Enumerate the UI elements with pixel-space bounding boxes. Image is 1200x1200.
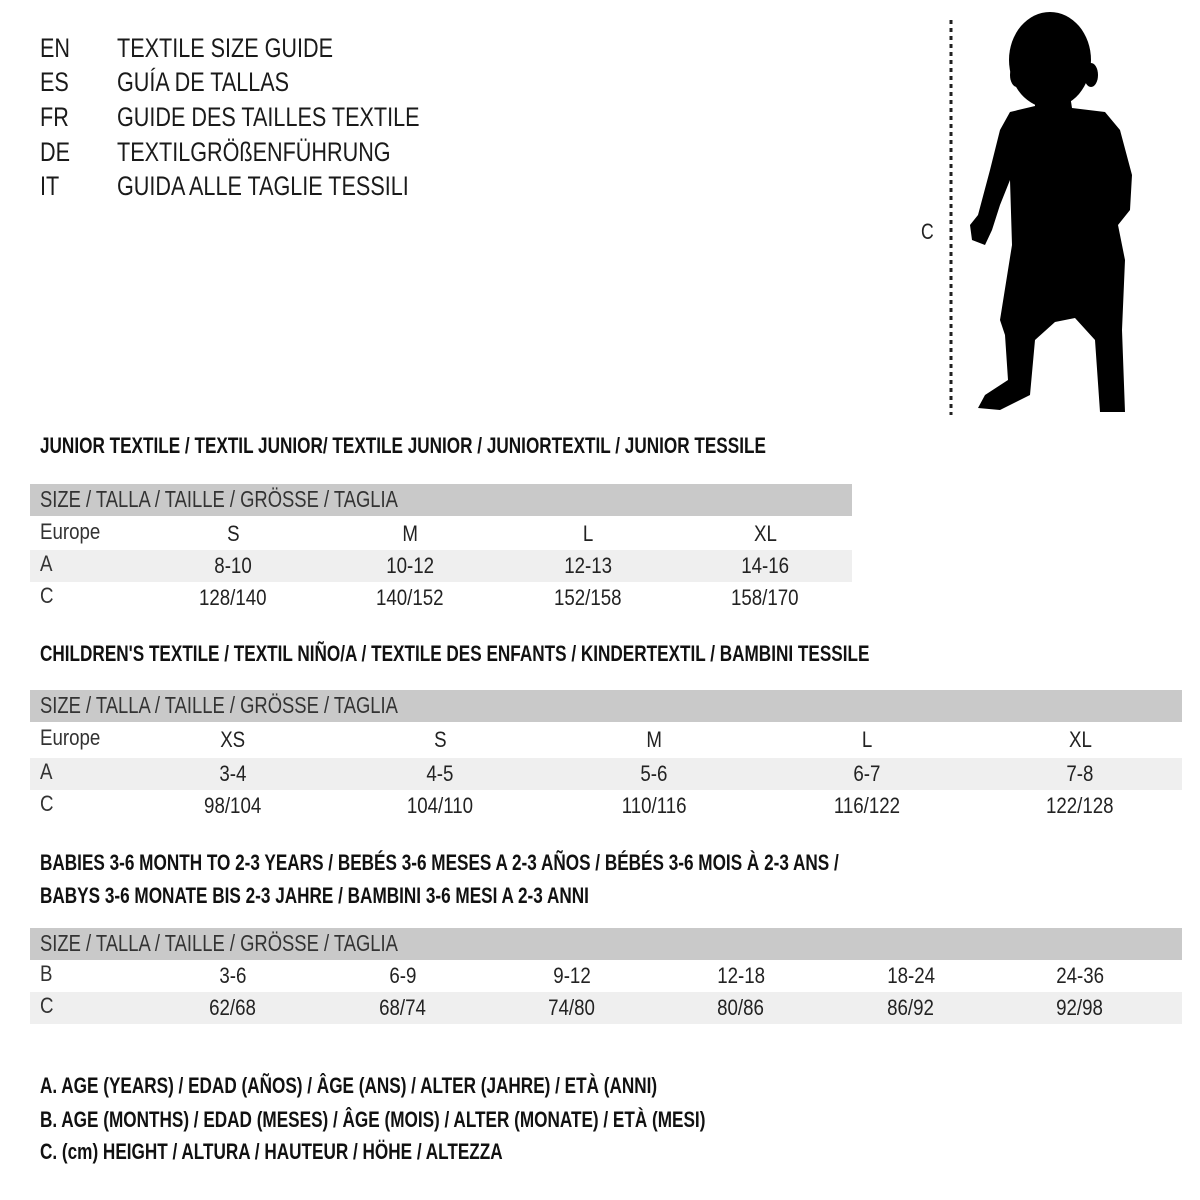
table-header-label: SIZE / TALLA / TAILLE / GRÖSSE / TAGLIA xyxy=(40,692,398,718)
lang-title-it: GUIDA ALLE TAGLIE TESSILI xyxy=(117,171,409,201)
table-header-label: SIZE / TALLA / TAILLE / GRÖSSE / TAGLIA xyxy=(40,486,398,512)
section-title: CHILDREN'S TEXTILE / TEXTIL NIÑO/A / TEX… xyxy=(40,641,870,666)
table-cell: 128/140 xyxy=(199,585,267,610)
table-cell: 152/158 xyxy=(554,585,622,610)
table-row: Europe XS S M L XL xyxy=(30,724,1182,756)
lang-code-en: EN xyxy=(40,33,71,63)
table-header-row: SIZE / TALLA / TAILLE / GRÖSSE / TAGLIA xyxy=(30,928,1182,960)
section-title: JUNIOR TEXTILE / TEXTIL JUNIOR/ TEXTILE … xyxy=(40,433,766,458)
table-cell: 98/104 xyxy=(204,793,262,818)
table-cell: XL xyxy=(1068,727,1092,752)
table-cell: 104/110 xyxy=(406,793,474,818)
row-label: A xyxy=(40,551,53,576)
table-cell: 3-4 xyxy=(219,761,247,786)
row-label: A xyxy=(40,759,53,784)
table-row: A 3-4 4-5 5-6 6-7 7-8 xyxy=(30,758,1182,790)
table-cell: M xyxy=(646,727,662,752)
row-label: C xyxy=(40,791,54,816)
table-cell: S xyxy=(226,521,240,546)
legend-a: A. AGE (YEARS) / EDAD (AÑOS) / ÂGE (ANS)… xyxy=(40,1073,658,1098)
row-label: B xyxy=(40,961,53,986)
table-cell: 10-12 xyxy=(386,553,434,578)
table-cell: 9-12 xyxy=(553,963,591,988)
lang-code-fr: FR xyxy=(40,102,69,132)
table-cell: 140/152 xyxy=(376,585,444,610)
table-row: B 3-6 6-9 9-12 12-18 18-24 24-36 xyxy=(30,960,1182,992)
table-cell: 80/86 xyxy=(717,995,765,1020)
table-row: C 62/68 68/74 74/80 80/86 86/92 92/98 xyxy=(30,992,1182,1024)
table-cell: 110/116 xyxy=(621,793,687,818)
table-cell: 8-10 xyxy=(214,553,252,578)
child-silhouette-icon xyxy=(949,12,1132,415)
lang-title-de: TEXTILGRÖßENFÜHRUNG xyxy=(117,137,391,167)
table-cell: 3-6 xyxy=(219,963,247,988)
table-cell: 92/98 xyxy=(1056,995,1104,1020)
lang-code-de: DE xyxy=(40,137,71,167)
table-cell: 18-24 xyxy=(887,963,935,988)
table-cell: 7-8 xyxy=(1066,761,1094,786)
table-cell: 6-7 xyxy=(853,761,881,786)
table-cell: 4-5 xyxy=(426,761,454,786)
table-cell: 86/92 xyxy=(887,995,935,1020)
table-cell: 5-6 xyxy=(640,761,668,786)
section-title: BABYS 3-6 MONATE BIS 2-3 JAHRE / BAMBINI… xyxy=(40,883,589,908)
table-cell: L xyxy=(861,727,873,752)
table-cell: M xyxy=(402,521,418,546)
row-label: C xyxy=(40,583,54,608)
lang-code-it: IT xyxy=(40,171,60,201)
table-cell: 74/80 xyxy=(548,995,596,1020)
table-row: Europe S M L XL xyxy=(30,518,852,550)
table-cell: 68/74 xyxy=(379,995,427,1020)
table-cell: 116/122 xyxy=(833,793,901,818)
table-cell: 62/68 xyxy=(209,995,257,1020)
table-cell: 12-18 xyxy=(717,963,765,988)
table-row: C 98/104 104/110 110/116 116/122 122/128 xyxy=(30,790,1182,822)
table-header-row: SIZE / TALLA / TAILLE / GRÖSSE / TAGLIA xyxy=(30,484,852,516)
lang-title-en: TEXTILE SIZE GUIDE xyxy=(117,33,334,63)
section-title: BABIES 3-6 MONTH TO 2-3 YEARS / BEBÉS 3-… xyxy=(40,850,839,875)
lang-code-es: ES xyxy=(40,67,69,97)
lang-title-es: GUÍA DE TALLAS xyxy=(117,67,290,97)
height-label: C xyxy=(921,219,934,244)
table-row: C 128/140 140/152 152/158 158/170 xyxy=(30,582,852,614)
table-header-label: SIZE / TALLA / TAILLE / GRÖSSE / TAGLIA xyxy=(40,930,398,956)
row-label: Europe xyxy=(40,519,101,544)
table-cell: 122/128 xyxy=(1046,793,1114,818)
legend-c: C. (cm) HEIGHT / ALTURA / HAUTEUR / HÖHE… xyxy=(40,1139,503,1164)
table-cell: XS xyxy=(220,727,246,752)
table-row: A 8-10 10-12 12-13 14-16 xyxy=(30,550,852,582)
table-cell: 158/170 xyxy=(731,585,799,610)
row-label: Europe xyxy=(40,725,101,750)
table-cell: S xyxy=(433,727,447,752)
table-cell: 12-13 xyxy=(564,553,612,578)
table-header-row: SIZE / TALLA / TAILLE / GRÖSSE / TAGLIA xyxy=(30,690,1182,722)
row-label: C xyxy=(40,993,54,1018)
table-cell: L xyxy=(582,521,594,546)
legend-b: B. AGE (MONTHS) / EDAD (MESES) / ÂGE (MO… xyxy=(40,1107,706,1132)
table-cell: XL xyxy=(753,521,777,546)
table-cell: 14-16 xyxy=(741,553,789,578)
table-cell: 24-36 xyxy=(1056,963,1104,988)
table-cell: 6-9 xyxy=(389,963,417,988)
lang-title-fr: GUIDE DES TAILLES TEXTILE xyxy=(117,102,420,132)
